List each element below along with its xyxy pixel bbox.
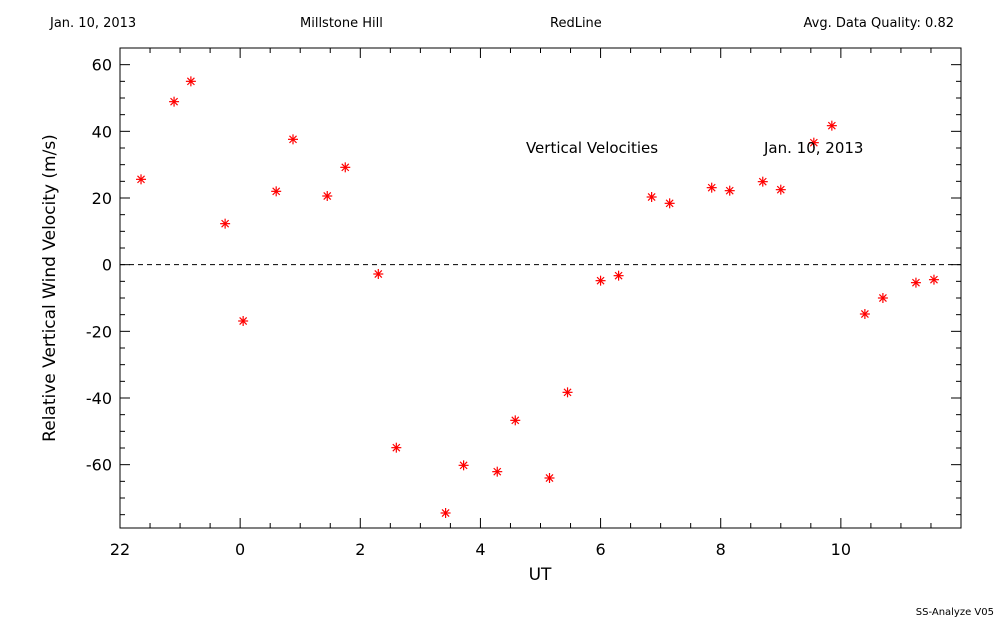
data-point xyxy=(859,309,870,319)
data-point xyxy=(928,274,939,285)
data-point xyxy=(271,186,282,197)
axis-tick-labels: 22 0 2 4 6 8 10 60 40 20 0 -20 -40 -60 xyxy=(86,56,851,559)
y-tick-label: -60 xyxy=(86,456,112,475)
header-data-quality: Avg. Data Quality: 0.82 xyxy=(803,16,954,31)
data-point xyxy=(808,137,819,148)
x-tick-label: 2 xyxy=(355,540,365,559)
data-point xyxy=(562,387,573,398)
data-point xyxy=(544,473,555,483)
x-tick-label: 0 xyxy=(235,540,245,559)
data-point xyxy=(458,460,469,471)
data-point xyxy=(775,184,786,195)
header-site: Millstone Hill xyxy=(300,16,383,31)
x-tick-label: 22 xyxy=(110,540,130,559)
chart-date-annotation: Jan. 10, 2013 xyxy=(763,139,863,157)
data-point xyxy=(510,415,521,426)
data-point xyxy=(169,96,180,107)
data-point xyxy=(288,134,299,145)
data-point xyxy=(440,508,451,518)
y-axis-label: Relative Vertical Wind Velocity (m/s) xyxy=(40,134,60,442)
x-axis-label: UT xyxy=(529,565,552,585)
header-date: Jan. 10, 2013 xyxy=(50,16,137,31)
data-point xyxy=(757,176,768,187)
data-points xyxy=(136,76,939,518)
data-point xyxy=(322,191,333,201)
data-point xyxy=(646,192,657,202)
y-tick-label: 60 xyxy=(92,56,112,75)
data-point xyxy=(492,466,503,477)
data-point xyxy=(595,275,606,286)
y-tick-label: -40 xyxy=(86,389,112,408)
y-tick-label: 40 xyxy=(92,122,112,141)
y-tick-label: 20 xyxy=(92,189,112,208)
data-point xyxy=(613,270,624,281)
chart-title: Vertical Velocities xyxy=(526,139,658,157)
plot-frame xyxy=(119,47,962,529)
y-tick-label: 0 xyxy=(102,256,112,275)
data-point xyxy=(136,174,147,185)
x-tick-label: 6 xyxy=(595,540,605,559)
x-tick-label: 10 xyxy=(831,540,851,559)
data-point xyxy=(910,277,921,288)
software-version: SS-Analyze V05 xyxy=(915,607,994,618)
data-point xyxy=(391,442,402,453)
data-point xyxy=(664,198,675,209)
x-tick-label: 4 xyxy=(475,540,485,559)
data-point xyxy=(877,293,888,303)
header-instrument: RedLine xyxy=(550,16,602,31)
data-point xyxy=(826,120,837,131)
data-point xyxy=(238,316,249,326)
data-point xyxy=(220,218,231,229)
y-tick-label: -20 xyxy=(86,322,112,341)
data-point xyxy=(340,162,351,173)
x-tick-label: 8 xyxy=(716,540,726,559)
data-point xyxy=(724,185,735,196)
data-point xyxy=(373,269,384,279)
data-point xyxy=(185,76,196,87)
data-point xyxy=(706,182,717,193)
axis-ticks xyxy=(119,48,962,528)
